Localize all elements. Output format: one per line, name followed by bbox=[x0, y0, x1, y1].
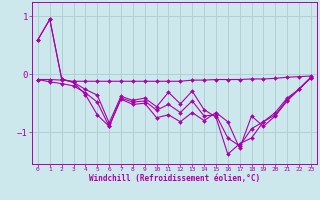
X-axis label: Windchill (Refroidissement éolien,°C): Windchill (Refroidissement éolien,°C) bbox=[89, 174, 260, 183]
